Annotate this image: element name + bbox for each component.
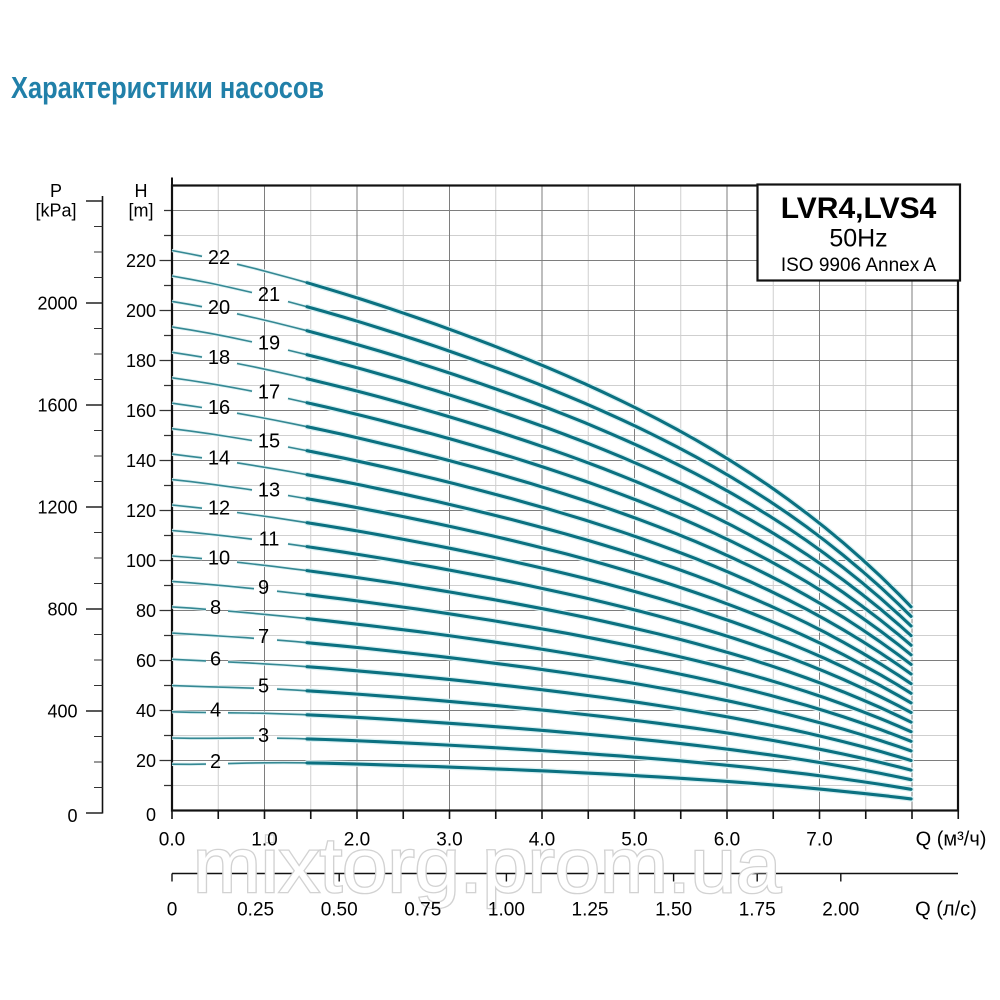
svg-text:50Hz: 50Hz (829, 225, 887, 253)
svg-text:1600: 1600 (37, 395, 77, 415)
svg-text:2.00: 2.00 (822, 899, 859, 920)
svg-text:160: 160 (126, 401, 156, 421)
svg-text:Q (м³/ч): Q (м³/ч) (916, 829, 987, 851)
svg-text:180: 180 (126, 351, 156, 371)
svg-text:20: 20 (208, 297, 230, 319)
svg-text:1.0: 1.0 (251, 830, 277, 851)
svg-text:[m]: [m] (129, 201, 154, 221)
svg-text:2: 2 (210, 751, 221, 773)
svg-text:13: 13 (258, 480, 280, 502)
svg-text:200: 200 (126, 301, 156, 321)
svg-text:5.0: 5.0 (621, 830, 647, 851)
svg-text:17: 17 (258, 382, 280, 404)
svg-text:60: 60 (136, 651, 156, 671)
svg-text:1.75: 1.75 (739, 899, 776, 920)
svg-text:12: 12 (208, 497, 230, 519)
svg-text:15: 15 (258, 431, 280, 453)
svg-text:22: 22 (208, 247, 230, 269)
svg-text:40: 40 (136, 701, 156, 721)
svg-text:Характеристики насосов: Характеристики насосов (11, 70, 324, 105)
svg-text:14: 14 (208, 447, 230, 469)
svg-text:80: 80 (136, 601, 156, 621)
svg-text:4.0: 4.0 (529, 830, 555, 851)
svg-text:0.0: 0.0 (159, 830, 185, 851)
svg-text:LVR4,LVS4: LVR4,LVS4 (781, 192, 937, 225)
svg-text:[kPa]: [kPa] (35, 201, 76, 221)
svg-text:mixtorg.prom.ua: mixtorg.prom.ua (193, 821, 782, 909)
svg-text:400: 400 (47, 701, 77, 721)
svg-text:19: 19 (258, 333, 280, 355)
svg-text:ISO 9906 Annex A: ISO 9906 Annex A (781, 255, 937, 276)
svg-text:2.0: 2.0 (344, 830, 370, 851)
svg-text:220: 220 (126, 251, 156, 271)
svg-text:8: 8 (210, 597, 221, 619)
svg-text:0: 0 (67, 806, 77, 826)
svg-text:0.75: 0.75 (404, 899, 441, 920)
svg-text:11: 11 (259, 529, 280, 551)
svg-text:9: 9 (258, 577, 269, 599)
svg-text:800: 800 (47, 599, 77, 619)
svg-text:10: 10 (208, 547, 230, 569)
svg-text:7: 7 (258, 626, 269, 648)
svg-text:P: P (50, 181, 62, 201)
svg-text:3: 3 (258, 725, 269, 747)
svg-text:3.0: 3.0 (436, 830, 462, 851)
svg-text:18: 18 (208, 347, 230, 369)
svg-text:21: 21 (258, 284, 280, 306)
svg-text:H: H (135, 181, 148, 201)
svg-text:0: 0 (146, 805, 156, 825)
svg-text:100: 100 (126, 551, 156, 571)
svg-text:2000: 2000 (37, 293, 77, 313)
svg-text:6.0: 6.0 (714, 830, 740, 851)
svg-text:120: 120 (126, 501, 156, 521)
svg-text:5: 5 (258, 676, 269, 698)
svg-text:1.00: 1.00 (488, 899, 525, 920)
svg-text:16: 16 (208, 397, 230, 419)
svg-text:20: 20 (136, 751, 156, 771)
svg-text:1.50: 1.50 (655, 899, 692, 920)
svg-text:4: 4 (210, 700, 221, 722)
svg-text:6: 6 (210, 648, 221, 670)
svg-text:0: 0 (167, 899, 178, 920)
svg-text:Q (л/с): Q (л/с) (915, 898, 977, 920)
svg-text:1.25: 1.25 (572, 899, 609, 920)
svg-text:7.0: 7.0 (806, 830, 832, 851)
svg-text:0.25: 0.25 (237, 899, 274, 920)
svg-text:140: 140 (126, 451, 156, 471)
svg-text:1200: 1200 (37, 497, 77, 517)
svg-text:0.50: 0.50 (321, 899, 358, 920)
